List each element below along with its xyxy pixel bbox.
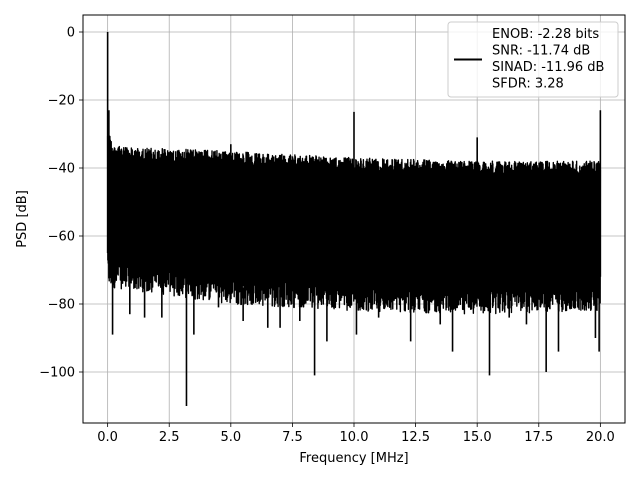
x-tick-label: 2.5 <box>159 430 180 445</box>
legend-snr: SNR: -11.74 dB <box>492 44 590 59</box>
legend-sfdr: SFDR: 3.28 <box>492 77 564 92</box>
x-tick-label: 5.0 <box>220 430 241 445</box>
x-tick-label: 15.0 <box>463 430 492 445</box>
legend-box <box>447 21 619 98</box>
y-tick-label: −80 <box>48 298 75 313</box>
legend-sinad: SINAD: -11.96 dB <box>492 60 604 75</box>
y-axis-label: PSD [dB] <box>15 190 30 248</box>
x-tick-label: 20.0 <box>586 430 615 445</box>
plot-area <box>106 32 602 406</box>
x-tick-label: 12.5 <box>401 430 430 445</box>
y-tick-label: 0 <box>67 26 75 41</box>
y-tick-label: −100 <box>39 366 75 381</box>
x-tick-label: 0.0 <box>97 430 118 445</box>
x-axis-ticks: 0.0 2.5 5.0 7.5 10.0 12.5 15.0 17.5 20.0 <box>97 423 615 445</box>
y-tick-label: −20 <box>48 94 75 109</box>
y-tick-label: −60 <box>48 230 75 245</box>
legend-enob: ENOB: -2.28 bits <box>492 27 599 42</box>
x-tick-label: 17.5 <box>524 430 553 445</box>
y-axis-ticks: 0 −20 −40 −60 −80 −100 <box>39 26 83 381</box>
x-tick-label: 7.5 <box>282 430 303 445</box>
x-tick-label: 10.0 <box>340 430 369 445</box>
y-tick-label: −40 <box>48 162 75 177</box>
legend: ENOB: -2.28 bits SNR: -11.74 dB SINAD: -… <box>447 21 619 98</box>
x-axis-label: Frequency [MHz] <box>299 451 408 466</box>
